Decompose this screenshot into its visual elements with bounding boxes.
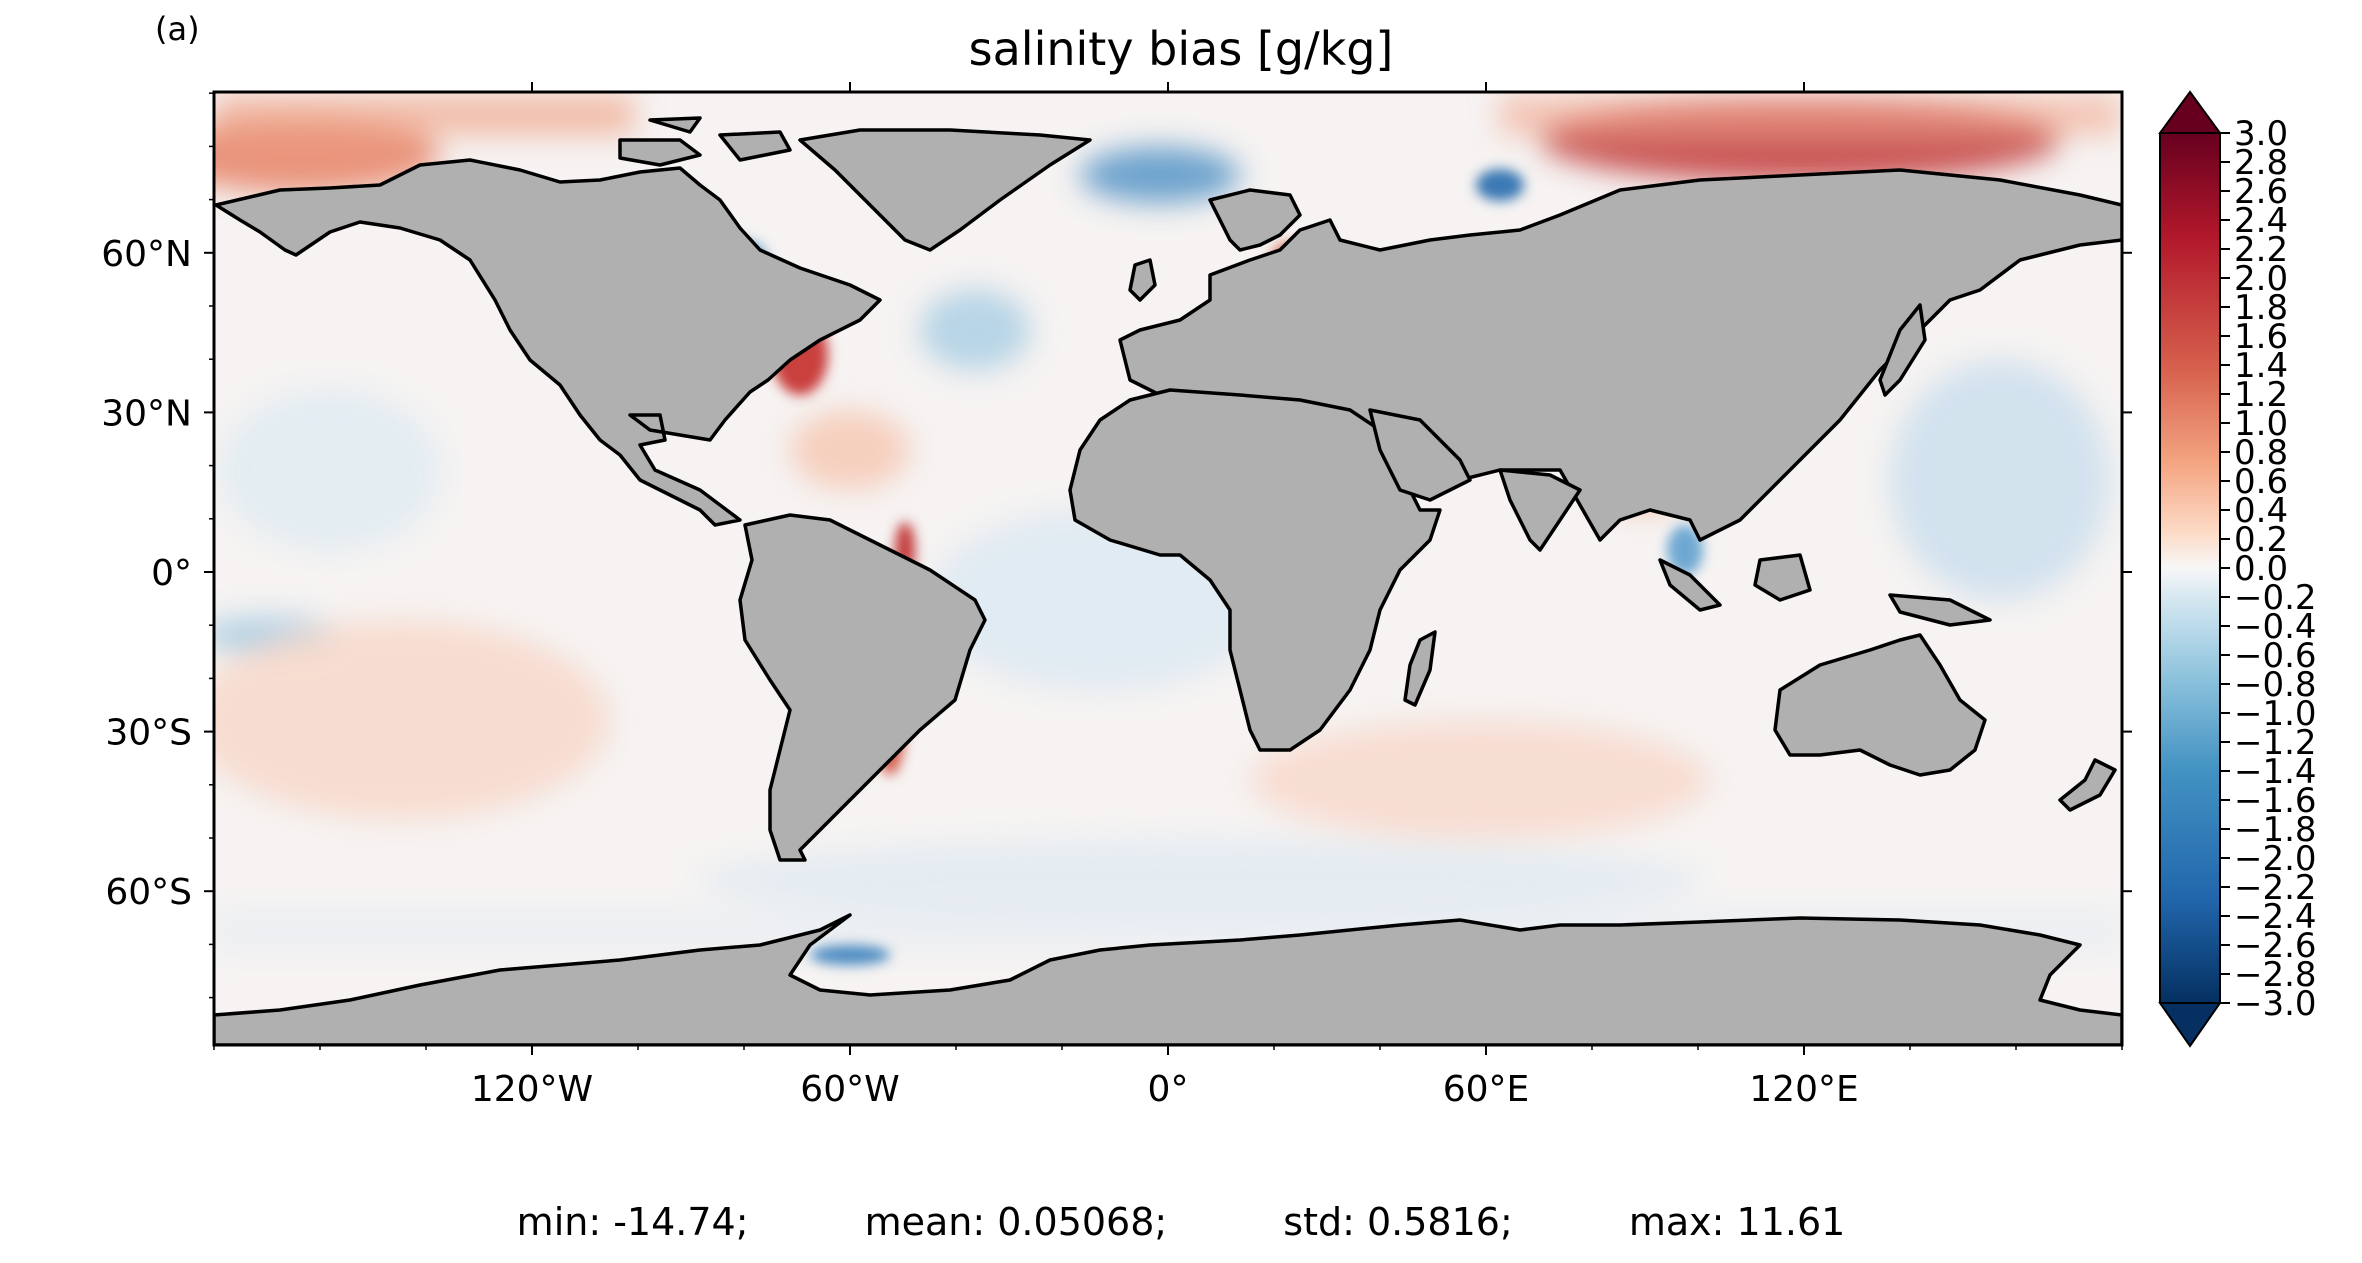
stat-mean: mean: 0.05068; [864, 1200, 1168, 1244]
colorbar-tick-label: −1.6 [2234, 781, 2317, 821]
scandinavia [1208, 188, 1302, 252]
lat-tick-label: 30°S [105, 713, 192, 754]
lat-tick-label: 60°S [105, 872, 192, 913]
colorbar-tick-label: 0.4 [2234, 491, 2288, 531]
lon-tick-label: 60°W [800, 1069, 899, 1110]
colorbar-ticks: 3.02.82.62.42.22.01.81.61.41.21.00.80.60… [2220, 114, 2317, 1024]
stat-std: std: 0.5816; [1283, 1200, 1513, 1244]
colorbar-tick-label: 1.8 [2234, 288, 2288, 328]
colorbar-tick-label: −2.2 [2234, 868, 2317, 908]
panel-label: (a) [155, 10, 200, 48]
colorbar-tick-label: −0.8 [2234, 665, 2317, 705]
colorbar-tick-label: 1.4 [2234, 346, 2288, 386]
colorbar-extend-max [2158, 90, 2222, 134]
arctic-island [718, 130, 792, 162]
colorbar-tick-label: −1.8 [2234, 810, 2317, 850]
colorbar-tick-label: 1.6 [2234, 317, 2288, 357]
new-guinea [1888, 593, 1992, 627]
colorbar-tick-label: −1.0 [2234, 694, 2317, 734]
lon-tick-label: 120°E [1749, 1069, 1858, 1110]
latitude-axis: 60°N 30°N 0° 30°S 60°S [101, 92, 2132, 999]
colorbar-tick-label: −3.0 [2234, 984, 2317, 1024]
greenland [798, 128, 1092, 252]
colorbar-tick-label: −0.6 [2234, 636, 2317, 676]
lon-tick-label: 0° [1148, 1069, 1189, 1110]
colorbar-tick-label: 2.8 [2234, 143, 2288, 183]
land-masses [214, 116, 2122, 1045]
longitude-axis: 120°W 60°W 0° 60°E 120°E [213, 82, 2123, 1110]
australia [1773, 633, 1987, 777]
arctic-island [618, 138, 702, 167]
colorbar-tick-label: −2.6 [2234, 926, 2317, 966]
colorbar-tick-label: 0.8 [2234, 433, 2288, 473]
sumatra [1658, 558, 1722, 612]
colorbar-tick-label: 0.2 [2234, 520, 2288, 560]
arctic-island [648, 116, 702, 134]
madagascar [1403, 630, 1437, 707]
colorbar-tick-label: −2.8 [2234, 955, 2317, 995]
colorbar-tick-label: 2.0 [2234, 259, 2288, 299]
antarctica [214, 913, 2122, 1045]
south-america [738, 513, 987, 862]
colorbar-tick-label: 1.0 [2234, 404, 2288, 444]
india [1498, 468, 1582, 552]
arabia [1368, 408, 1472, 502]
north-america [214, 158, 882, 527]
colorbar-tick-label: 3.0 [2234, 114, 2288, 154]
colorbar-tick-label: −2.4 [2234, 897, 2317, 937]
colorbar-extend-min [2158, 1002, 2222, 1048]
colorbar-tick-label: 2.6 [2234, 172, 2288, 212]
stat-max: max: 11.61 [1628, 1200, 1846, 1244]
colorbar-tick-label: 1.2 [2234, 375, 2288, 415]
lat-tick-label: 0° [151, 553, 192, 594]
lat-tick-label: 60°N [101, 234, 192, 275]
colorbar: 3.02.82.62.42.22.01.81.61.41.21.00.80.60… [2158, 90, 2317, 1048]
lon-tick-label: 60°E [1443, 1069, 1530, 1110]
colorbar-tick-label: −0.4 [2234, 607, 2317, 647]
colorbar-tick-label: −1.4 [2234, 752, 2317, 792]
colorbar-tick-label: −1.2 [2234, 723, 2317, 763]
borneo [1753, 553, 1812, 602]
lon-tick-label: 120°W [471, 1069, 593, 1110]
new-zealand [2058, 758, 2117, 812]
colorbar-tick-label: 0.6 [2234, 462, 2288, 502]
lat-tick-label: 30°N [101, 393, 192, 434]
colorbar-gradient [2160, 133, 2220, 1003]
stat-min: min: -14.74; [516, 1200, 749, 1244]
colorbar-tick-label: −2.0 [2234, 839, 2317, 879]
colorbar-tick-label: 2.2 [2234, 230, 2288, 270]
plot-title: salinity bias [g/kg] [968, 22, 1394, 76]
ocean-field [214, 92, 2122, 1045]
colorbar-tick-label: 0.0 [2234, 549, 2288, 589]
japan [1878, 303, 1927, 397]
uk [1128, 258, 1157, 302]
colorbar-tick-label: 2.4 [2234, 201, 2288, 241]
colorbar-tick-label: −0.2 [2234, 578, 2317, 618]
statistics-line: min: -14.74; mean: 0.05068; std: 0.5816;… [0, 1200, 2362, 1244]
